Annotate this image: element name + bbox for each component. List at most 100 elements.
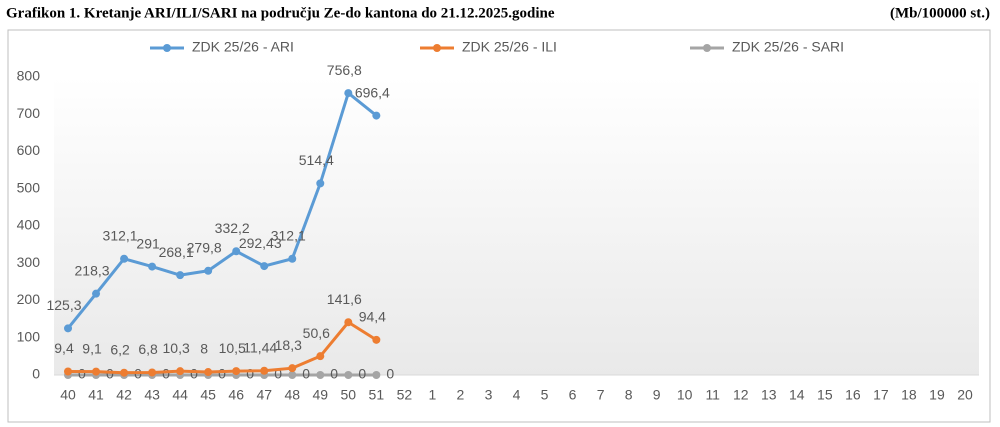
- data-point: [120, 254, 129, 263]
- x-tick-label: 16: [845, 387, 861, 403]
- data-point: [372, 371, 381, 379]
- data-label: 6,2: [110, 341, 130, 357]
- data-point: [372, 111, 381, 120]
- x-tick-label: 12: [733, 387, 749, 403]
- data-label: 0: [358, 366, 366, 382]
- data-point: [204, 266, 213, 275]
- data-point: [120, 368, 129, 377]
- data-point: [232, 247, 241, 256]
- data-label: 11,44: [243, 339, 277, 355]
- x-tick-label: 2: [457, 387, 465, 403]
- x-tick-label: 47: [256, 387, 272, 403]
- data-point: [344, 89, 353, 98]
- chart-subtitle: (Mb/100000 st.): [890, 5, 990, 21]
- data-point: [92, 289, 101, 298]
- x-tick-label: 41: [88, 387, 104, 403]
- x-tick-label: 1: [429, 387, 437, 403]
- x-tick-label: 11: [705, 387, 720, 403]
- data-label: 696,4: [355, 84, 390, 100]
- data-label: 312,1: [103, 227, 138, 243]
- chart-title: Grafikon 1. Kretanje ARI/ILI/SARI na pod…: [6, 5, 555, 21]
- x-tick-label: 46: [228, 387, 244, 403]
- data-point: [316, 352, 325, 361]
- x-tick-label: 20: [957, 387, 973, 403]
- y-tick-label: 800: [17, 68, 41, 84]
- data-label: 514,4: [299, 152, 334, 168]
- data-point: [204, 368, 213, 377]
- data-point: [260, 262, 269, 271]
- data-label: 291: [136, 235, 160, 251]
- data-label: 18,3: [275, 337, 302, 353]
- data-point: [64, 367, 73, 376]
- x-tick-label: 5: [541, 387, 549, 403]
- y-tick-label: 200: [17, 291, 41, 307]
- plot-area: [54, 77, 979, 375]
- series-line: [68, 320, 378, 375]
- data-label: 0: [162, 366, 170, 382]
- data-point: [316, 179, 325, 188]
- data-point: [176, 367, 185, 376]
- data-point: [148, 262, 157, 271]
- data-label: 268,1: [159, 244, 194, 260]
- data-label: 6,8: [138, 341, 158, 357]
- x-tick-label: 44: [172, 387, 188, 403]
- x-tick-label: 45: [200, 387, 216, 403]
- x-tick-label: 14: [789, 387, 805, 403]
- x-tick-label: 6: [569, 387, 577, 403]
- x-tick-label: 48: [284, 387, 300, 403]
- data-label: 756,8: [327, 62, 362, 78]
- x-tick-label: 4: [513, 387, 521, 403]
- y-tick-label: 100: [17, 328, 41, 344]
- data-point: [64, 324, 73, 333]
- series-line: [66, 91, 378, 330]
- data-point: [92, 367, 101, 376]
- data-label: 8: [200, 341, 208, 357]
- data-label: 292,43: [239, 235, 282, 251]
- data-point: [344, 318, 353, 327]
- x-tick-label: 50: [341, 387, 357, 403]
- x-tick-label: 19: [929, 387, 945, 403]
- x-tick-label: 52: [397, 387, 413, 403]
- y-tick-label: 300: [17, 254, 41, 270]
- data-label: 0: [330, 366, 338, 382]
- x-tick-label: 49: [312, 387, 328, 403]
- legend-marker: [703, 44, 711, 52]
- data-label: 9,1: [82, 340, 102, 356]
- data-label: 94,4: [359, 309, 386, 325]
- legend-label: ZDK 25/26 - ILI: [462, 39, 557, 55]
- x-tick-label: 51: [369, 387, 385, 403]
- y-tick-label: 500: [17, 179, 41, 195]
- data-point: [260, 366, 269, 375]
- y-tick-label: 600: [17, 142, 41, 158]
- data-label: 0: [274, 366, 282, 382]
- data-label: 0: [78, 366, 86, 382]
- data-label: 279,8: [187, 239, 222, 255]
- data-label: 312,1: [271, 227, 306, 243]
- data-label: 50,6: [303, 325, 330, 341]
- data-label: 10,5: [219, 340, 246, 356]
- legend-marker: [433, 44, 441, 52]
- x-tick-label: 9: [653, 387, 661, 403]
- data-label: 125,3: [46, 297, 81, 313]
- data-label: 0: [302, 366, 310, 382]
- data-label: 218,3: [75, 262, 110, 278]
- x-tick-label: 42: [116, 387, 132, 403]
- x-tick-label: 8: [625, 387, 633, 403]
- x-tick-label: 18: [901, 387, 917, 403]
- data-point: [316, 371, 325, 379]
- data-point: [288, 364, 297, 373]
- x-tick-label: 40: [60, 387, 76, 403]
- data-point: [232, 367, 241, 376]
- y-tick-label: 700: [17, 105, 41, 121]
- data-label: 9,4: [54, 340, 74, 356]
- legend-marker: [163, 44, 171, 52]
- x-tick-label: 3: [485, 387, 493, 403]
- y-tick-label: 400: [17, 217, 41, 233]
- data-label: 10,3: [163, 340, 190, 356]
- data-point: [148, 368, 157, 377]
- legend-label: ZDK 25/26 - SARI: [732, 39, 844, 55]
- data-label: 0: [246, 366, 254, 382]
- data-label: 0: [218, 366, 226, 382]
- y-tick-label: 0: [32, 366, 40, 382]
